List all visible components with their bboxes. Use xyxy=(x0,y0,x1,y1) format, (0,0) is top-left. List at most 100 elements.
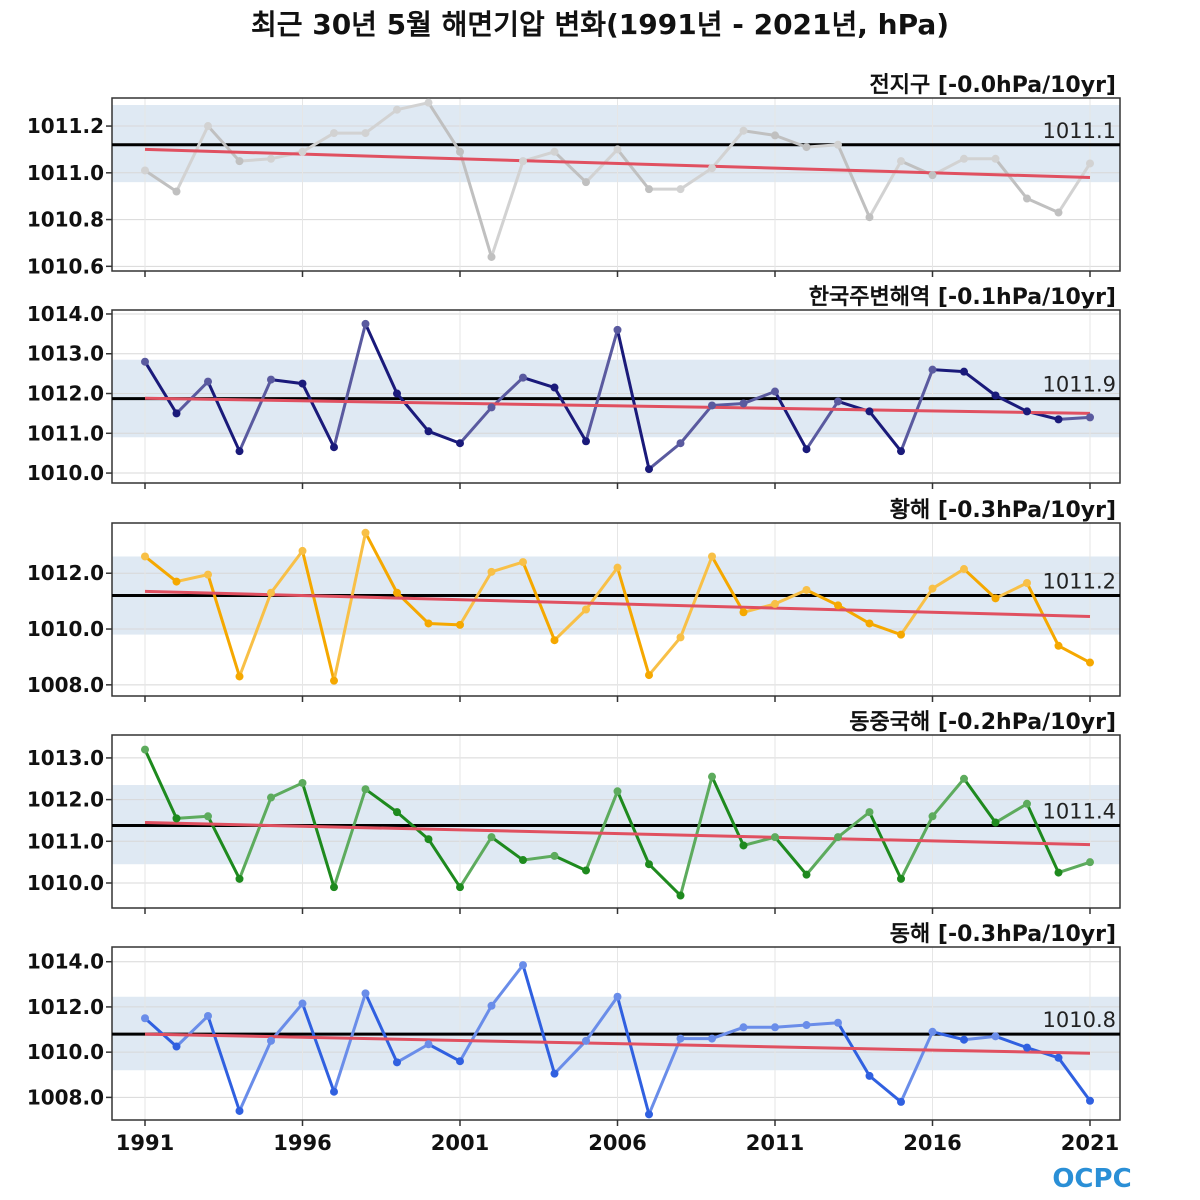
series-segment xyxy=(710,775,745,847)
series-segment xyxy=(143,360,178,415)
data-point xyxy=(1023,194,1031,203)
series-segment xyxy=(710,1025,745,1041)
y-tick-label: 1010.0 xyxy=(27,871,104,895)
series-segment xyxy=(1025,197,1060,215)
data-point xyxy=(645,671,653,680)
series-segment xyxy=(773,835,808,877)
data-point xyxy=(204,570,212,579)
series-segment xyxy=(868,1074,903,1104)
data-point xyxy=(991,818,1000,827)
data-point xyxy=(424,427,433,436)
data-point xyxy=(1023,799,1031,808)
data-point xyxy=(550,636,559,645)
data-point xyxy=(676,439,685,448)
series-segment xyxy=(773,1023,808,1029)
data-point xyxy=(771,387,779,396)
data-point xyxy=(1086,159,1094,168)
panel-frame xyxy=(111,522,1121,697)
data-point xyxy=(235,874,244,883)
data-point xyxy=(267,375,275,384)
series-segment xyxy=(427,1042,462,1063)
series-segment xyxy=(175,814,210,820)
panel-한국주변해역: 1010.0 1011.0 1012.0 1013.0 1014.0 한국주변해역 [-0… xyxy=(27,285,1121,489)
data-point xyxy=(550,147,559,156)
data-point xyxy=(771,833,779,842)
series-segment xyxy=(647,441,682,471)
series-segment xyxy=(868,621,903,637)
trend-line xyxy=(144,396,1091,415)
data-point xyxy=(519,373,527,382)
mean-label: 1011.4 xyxy=(1043,799,1116,823)
series-segment xyxy=(395,101,430,112)
data-point xyxy=(1054,868,1063,877)
data-point xyxy=(172,187,181,196)
series-segment xyxy=(836,810,871,839)
data-point xyxy=(172,409,181,418)
data-point xyxy=(1054,1053,1063,1062)
x-tick-label: 2011 xyxy=(746,1131,804,1155)
series-segment xyxy=(679,166,714,191)
series-segment xyxy=(899,1030,934,1104)
data-point xyxy=(487,567,496,576)
y-tick-label: 1012.0 xyxy=(27,382,104,406)
series-segment xyxy=(332,991,367,1094)
panel-전지구: 1010.6 1010.8 1011.0 1011.2 전지구 [-0.0hPa/10y… xyxy=(27,73,1121,278)
data-point xyxy=(361,528,370,537)
data-point xyxy=(1023,578,1031,587)
data-point xyxy=(645,860,653,869)
data-point xyxy=(330,1087,338,1096)
series-segment xyxy=(364,322,399,396)
data-point xyxy=(424,98,433,107)
series-segment xyxy=(962,370,997,398)
data-point xyxy=(298,546,307,555)
panel-frame xyxy=(111,734,1121,909)
data-point xyxy=(519,558,527,567)
series-segment xyxy=(143,1016,178,1049)
series-segment xyxy=(553,386,588,443)
series-segment xyxy=(332,322,367,449)
series-segment xyxy=(490,963,525,1008)
data-point xyxy=(897,874,905,883)
data-point xyxy=(1023,407,1031,416)
series-segment xyxy=(994,157,1029,201)
data-point xyxy=(172,814,181,823)
data-point xyxy=(361,129,370,138)
y-tick-label: 1012.0 xyxy=(27,788,104,812)
data-point xyxy=(393,389,401,398)
data-point xyxy=(865,1071,874,1080)
data-point xyxy=(267,588,275,597)
data-point xyxy=(456,147,464,156)
series-segment xyxy=(962,777,997,825)
series-segment xyxy=(710,401,745,407)
data-point xyxy=(1086,658,1094,667)
series-segment xyxy=(931,368,966,374)
ocpc-logo: OCPC xyxy=(1052,1164,1131,1194)
y-tick-label: 1012.0 xyxy=(27,561,104,585)
x-tick-label: 2006 xyxy=(588,1131,646,1155)
series-segment xyxy=(206,573,241,678)
series-segment xyxy=(206,380,241,453)
data-point xyxy=(1054,641,1063,650)
series-segment xyxy=(742,390,777,405)
series-segment xyxy=(143,168,178,194)
series-segment xyxy=(679,554,714,639)
series-segment xyxy=(175,380,210,415)
data-point xyxy=(582,437,590,446)
data-point xyxy=(676,1034,685,1043)
data-point xyxy=(834,833,842,842)
data-point xyxy=(361,989,370,998)
series-segment xyxy=(490,159,525,259)
series-segment xyxy=(269,378,304,386)
series-segment xyxy=(458,1004,493,1063)
data-point xyxy=(834,397,842,406)
series-segment xyxy=(175,573,210,584)
series-segment xyxy=(175,1014,210,1049)
data-point xyxy=(739,399,748,408)
series-segment xyxy=(931,567,966,591)
data-point xyxy=(865,808,874,817)
series-segment xyxy=(238,1039,273,1113)
data-point xyxy=(865,619,874,628)
data-point xyxy=(550,383,559,392)
data-point xyxy=(298,999,307,1008)
panel-동중국해: 1010.0 1011.0 1012.0 1013.0 동중국해 [-0.2hPa/10… xyxy=(27,710,1121,914)
